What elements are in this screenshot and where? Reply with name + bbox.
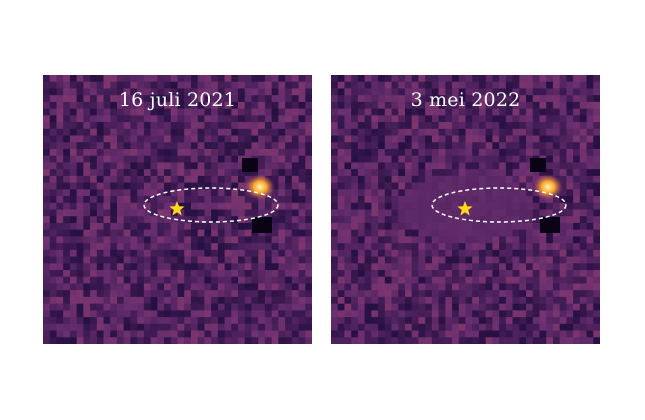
star-icon <box>169 201 185 216</box>
date-label-2021: 16 juli 2021 <box>118 89 237 111</box>
planet-residual-lobes <box>530 158 560 233</box>
noise-background <box>331 75 600 344</box>
planet-detection <box>245 174 275 200</box>
noise-background <box>43 75 312 344</box>
date-label-2022: 3 mei 2022 <box>410 89 521 111</box>
imaging-frame-2021 <box>43 75 312 344</box>
image-panel-2021: 16 juli 2021 <box>43 75 312 344</box>
image-panel-2022: 3 mei 2022 <box>331 75 600 344</box>
planet-detection <box>533 174 563 200</box>
star-icon <box>457 201 473 216</box>
imaging-frame-2022 <box>331 75 600 344</box>
orbit-ellipse <box>431 187 567 223</box>
orbit-ellipse <box>143 187 279 223</box>
planet-residual-lobes <box>242 158 272 233</box>
